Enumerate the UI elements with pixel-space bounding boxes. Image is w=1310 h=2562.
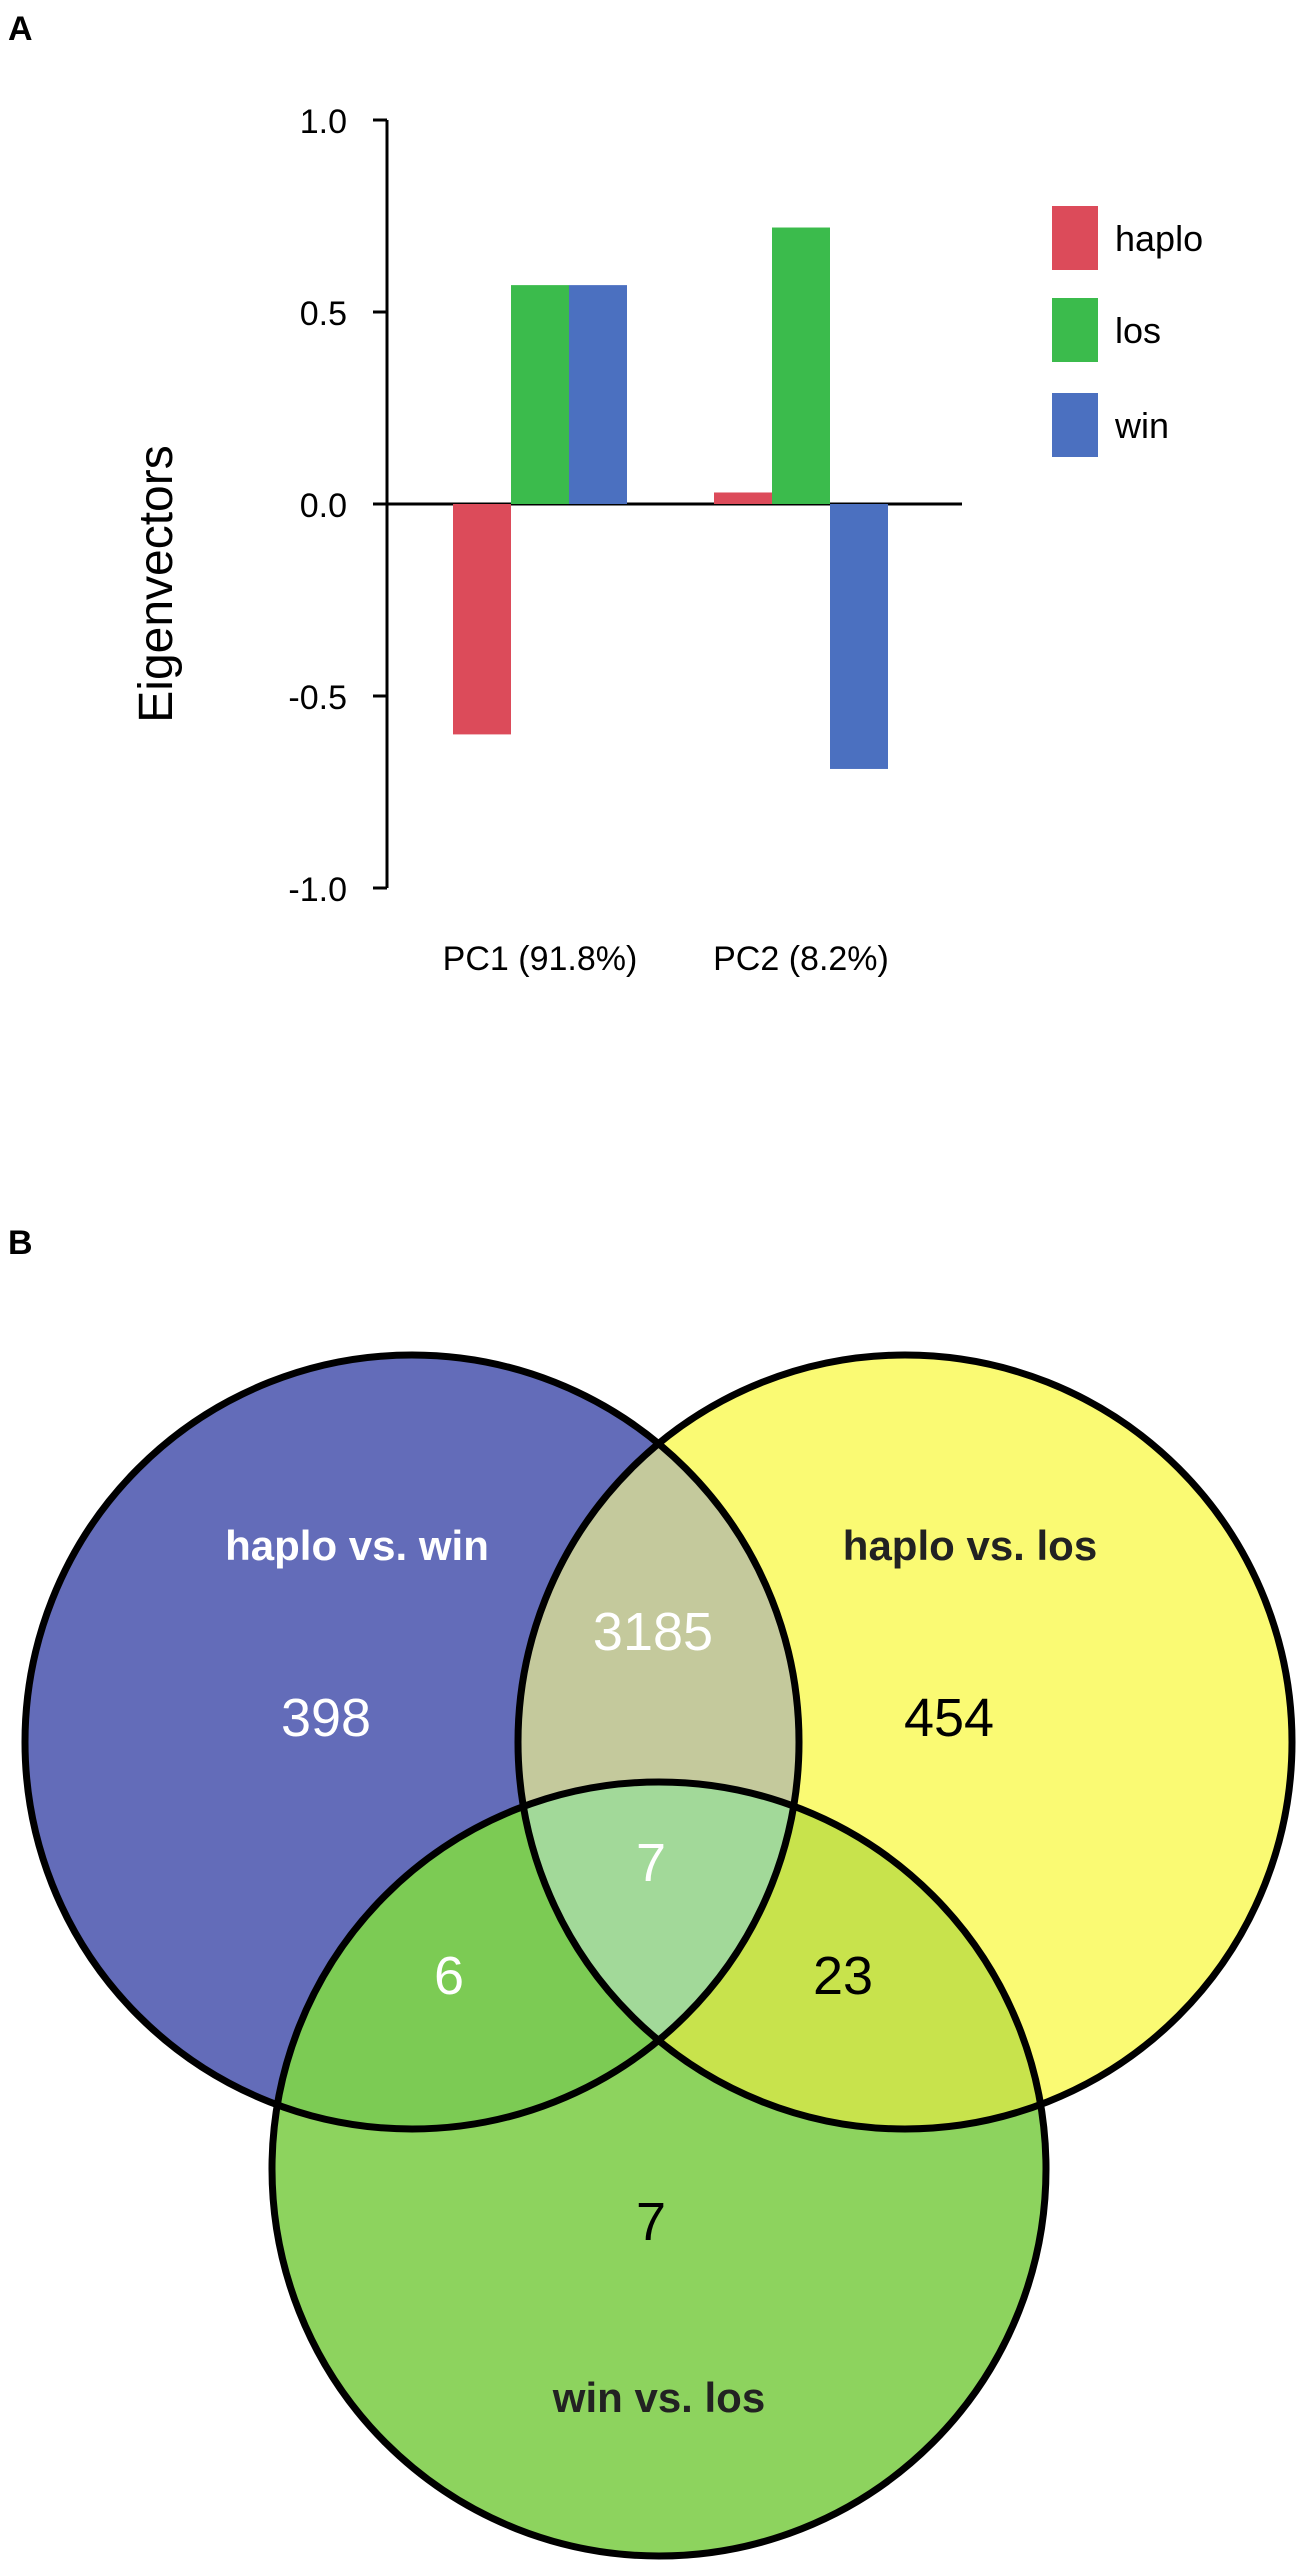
- venn-set-title: haplo vs. los: [843, 1522, 1097, 1569]
- legend-swatch-haplo: [1052, 206, 1098, 270]
- venn-region-count: 6: [434, 1946, 464, 2006]
- venn-region-count: 23: [813, 1946, 873, 2006]
- bar-los-2: [772, 227, 830, 504]
- y-axis-label: Eigenvectors: [130, 445, 183, 722]
- panel-b-letter: B: [8, 1224, 33, 1262]
- venn-set-title: haplo vs. win: [225, 1522, 489, 1569]
- legend-swatch-los: [1052, 298, 1098, 362]
- y-tick-label: -0.5: [288, 679, 347, 717]
- bar-haplo-1: [453, 504, 511, 735]
- legend-label-win: win: [1114, 405, 1169, 446]
- venn-set-title: win vs. los: [552, 2374, 765, 2421]
- venn-outline: [21, 1351, 803, 2133]
- bar-chart: 1.0 0.5 0.0 -0.5 -1.0 Eigenvectors PC1 (91.8%)…: [130, 103, 1203, 978]
- legend-label-los: los: [1115, 310, 1161, 351]
- venn-region-count: 7: [636, 1833, 666, 1893]
- venn-region-count: 7: [636, 2192, 666, 2252]
- venn-outline: [514, 1351, 1296, 2133]
- legend-label-haplo: haplo: [1115, 218, 1203, 259]
- x-category-label: PC2 (8.2%): [713, 940, 889, 978]
- venn-outline: [268, 1778, 1050, 2560]
- legend-swatch-win: [1052, 393, 1098, 457]
- bar-win-2: [830, 504, 888, 769]
- y-tick-label: 0.5: [300, 295, 347, 333]
- panel-a-letter: A: [8, 10, 33, 48]
- x-category-label: PC1 (91.8%): [443, 940, 638, 978]
- venn-region-bc: [518, 1782, 1046, 2129]
- y-tick-label: -1.0: [288, 871, 347, 909]
- venn-region-count: 398: [281, 1688, 371, 1748]
- y-tick-label: 1.0: [300, 103, 347, 141]
- bar-haplo-2: [714, 492, 772, 504]
- venn-region-ac: [272, 1782, 799, 2129]
- venn-region-count: 3185: [593, 1602, 713, 1662]
- bar-win-1: [569, 285, 627, 504]
- bar-los-1: [511, 285, 569, 504]
- venn-region-count: 454: [904, 1688, 994, 1748]
- venn-diagram: haplo vs. win haplo vs. los win vs. los 398…: [21, 1351, 1296, 2560]
- y-tick-label: 0.0: [300, 487, 347, 525]
